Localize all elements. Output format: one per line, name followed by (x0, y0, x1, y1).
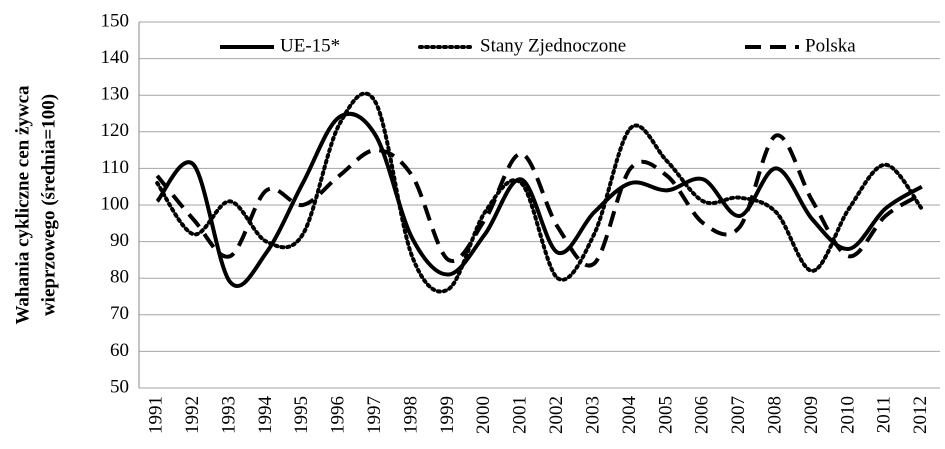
y-tick-label: 90 (110, 230, 129, 251)
x-tick-label: 1997 (364, 396, 385, 434)
y-tick-label: 80 (110, 267, 129, 288)
legend-label: Polska (805, 35, 856, 56)
x-tick-label: 2002 (546, 396, 567, 434)
y-tick-label: 130 (101, 84, 130, 105)
x-tick-label: 1991 (146, 396, 167, 434)
y-tick-label: 140 (101, 47, 130, 68)
y-tick-label: 100 (101, 193, 130, 214)
x-tick-label: 2005 (655, 396, 676, 434)
x-tick-label: 2003 (582, 396, 603, 434)
x-tick-label: 2012 (910, 396, 931, 434)
y-axis-title-line: Wahania cykliczne cen żywca (12, 85, 33, 325)
x-tick-label: 1998 (400, 396, 421, 434)
x-tick-label: 2006 (692, 396, 713, 434)
y-axis-title-line: wieprzowego (średnia=100) (38, 94, 59, 316)
x-tick-label: 2001 (510, 396, 531, 434)
x-tick-label: 2004 (619, 396, 640, 435)
y-tick-label: 110 (101, 157, 129, 178)
y-axis-title: Wahania cykliczne cen żywca wieprzowego … (12, 85, 59, 325)
series-line (155, 91, 924, 294)
y-tick-label: 60 (110, 340, 129, 361)
y-tick-label: 120 (101, 120, 130, 141)
x-tick-label: 2008 (765, 396, 786, 434)
x-tick-label: 1992 (182, 396, 203, 434)
series-line (155, 111, 923, 288)
x-tick-label: 2011 (874, 396, 895, 433)
y-tick-label: 50 (110, 376, 129, 397)
x-tick-label: 1994 (255, 396, 276, 435)
y-tick-label: 70 (110, 303, 129, 324)
x-tick-label: 1995 (291, 396, 312, 434)
series-line (155, 133, 923, 268)
x-tick-label: 1996 (328, 396, 349, 434)
x-tick-label: 1993 (218, 396, 239, 434)
x-tick-label: 2009 (801, 396, 822, 434)
x-tick-label: 1999 (437, 396, 458, 434)
legend-label: Stany Zjednoczone (480, 35, 626, 56)
x-tick-label: 2007 (728, 396, 749, 434)
x-tick-label: 2010 (837, 396, 858, 434)
y-tick-label: 150 (101, 10, 130, 31)
legend: UE-15* Stany Zjednoczone Polska (220, 35, 856, 56)
legend-label: UE-15* (280, 35, 340, 56)
x-tick-label: 2000 (473, 396, 494, 434)
